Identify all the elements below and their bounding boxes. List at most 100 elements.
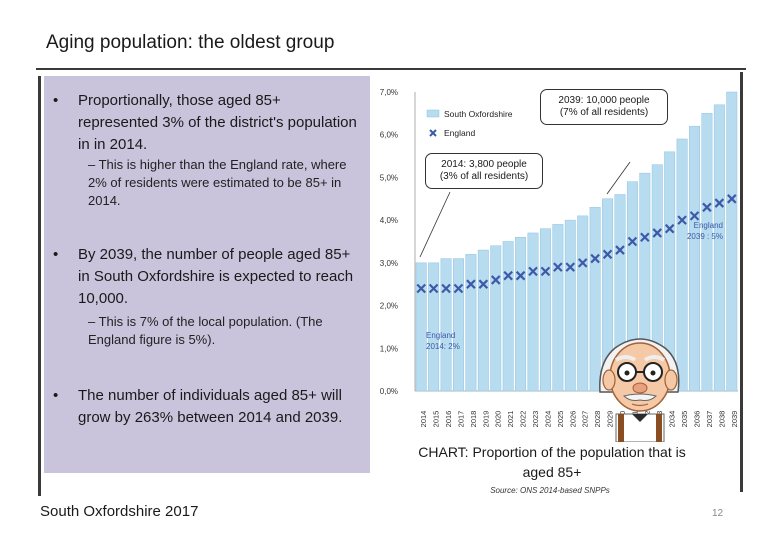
england-marker-2032: [640, 232, 650, 243]
bullet-2039-count: • By 2039, the number of people aged 85+…: [53, 244, 358, 310]
y-tick-label: 7,0%: [380, 88, 398, 97]
england-marker-2034: [664, 223, 675, 234]
callout-2014-line2: (3% of all residents): [439, 171, 529, 182]
bar-2026: [564, 219, 576, 392]
england-marker-2021: [503, 270, 513, 281]
x-tick-label: 2020: [494, 411, 503, 428]
bullet-text: The number of individuals aged 85+ will …: [78, 387, 343, 426]
chart-caption: CHART: Proportion of the population that…: [418, 444, 686, 480]
bar-2020: [490, 245, 502, 392]
x-tick-label: 2029: [606, 411, 615, 428]
england-marker-2018: [466, 279, 476, 289]
bullet-panel: [44, 76, 370, 473]
x-tick-label: 2017: [456, 411, 465, 428]
x-tick-label: 2039: [730, 411, 739, 428]
england-2014-value: 2014: 2%: [426, 342, 460, 351]
x-tick-label: 2038: [717, 411, 726, 428]
callout-2014-pointer: [419, 191, 451, 258]
bullet-dot: •: [53, 387, 59, 404]
title-divider: [36, 68, 746, 70]
bullet-growth: • The number of individuals aged 85+ wil…: [53, 385, 368, 429]
callout-2014-line1: 2014: 3,800 people: [441, 159, 527, 170]
england-marker-2029: [602, 249, 613, 260]
bar-2027: [577, 215, 589, 392]
x-tick-label: 2034: [668, 411, 677, 428]
x-tick-label: 2035: [680, 411, 689, 428]
bar-2018: [465, 254, 477, 392]
bar-2025: [552, 224, 564, 392]
england-marker-2027: [577, 258, 588, 268]
england-2039-label: England: [694, 221, 723, 230]
england-marker-2033: [652, 228, 663, 238]
x-tick-label: 2027: [581, 411, 590, 428]
england-marker-2037: [702, 202, 712, 213]
bar-2039: [726, 91, 738, 392]
bullet-text: By 2039, the number of people aged 85+ i…: [78, 246, 354, 307]
bar-2038: [713, 104, 725, 392]
england-marker-2022: [515, 270, 526, 281]
bar-2023: [527, 232, 539, 392]
left-divider: [38, 76, 41, 496]
x-tick-label: 2022: [519, 411, 528, 428]
bar-2024: [539, 228, 551, 392]
x-tick-label: 2037: [705, 411, 714, 428]
england-marker-2016: [441, 283, 451, 294]
england-marker-2038: [714, 198, 725, 208]
england-marker-2020: [490, 275, 501, 285]
england-marker-2030: [615, 245, 625, 255]
aged-85-chart: 0,0% 1,0% 2,0% 3,0% 4,0% 5,0% 6,0% 7,0% 2014 2015…: [380, 88, 739, 428]
subbullet-england-rate: – This is higher than the England rate, …: [88, 157, 347, 208]
england-marker-2039: [727, 194, 737, 204]
bullet-text: Proportionally, those aged 85+ represent…: [78, 92, 357, 153]
footer-label: South Oxfordshire 2017: [40, 503, 199, 520]
x-tick-label: 2021: [506, 411, 515, 428]
y-tick-label: 5,0%: [380, 173, 398, 182]
england-marker-2028: [590, 253, 600, 264]
page-title: Aging population: the oldest group: [46, 32, 335, 53]
x-tick-label: 2014: [419, 411, 428, 428]
legend-swatch-south-oxfordshire: [426, 109, 440, 118]
bar-2014: [415, 262, 427, 392]
x-tick-label: 2036: [693, 411, 702, 428]
callout-2039: 2039: 10,000 people (7% of all residents…: [540, 89, 668, 125]
england-marker-2036: [689, 211, 700, 221]
bar-2019: [477, 249, 489, 392]
bar-2021: [502, 241, 514, 392]
legend-label-south-oxfordshire: South Oxfordshire: [444, 109, 513, 119]
bar-2037: [701, 113, 713, 392]
england-marker-2024: [540, 266, 551, 277]
x-tick-label: 2016: [444, 411, 453, 428]
y-tick-label: 2,0%: [380, 302, 398, 311]
bullet-district-share: • Proportionally, those aged 85+ represe…: [53, 90, 358, 156]
england-marker-2019: [478, 279, 489, 289]
bar-2035: [676, 138, 688, 392]
x-tick-label: 2015: [432, 411, 441, 428]
chart-source: Source: ONS 2014-based SNPPs: [490, 486, 610, 495]
callout-2039-pointer: [606, 161, 631, 195]
page-number: 12: [712, 508, 724, 519]
x-tick-label: 2023: [531, 411, 540, 428]
bar-2036: [689, 125, 700, 392]
england-2039-value: 2039 : 5%: [687, 232, 723, 241]
england-marker-2015: [428, 283, 439, 294]
bar-2017: [453, 258, 464, 392]
bullet-dot: •: [53, 246, 59, 263]
legend-swatch-england: [429, 129, 437, 137]
x-tick-label: 2019: [481, 411, 490, 428]
x-tick-label: 2025: [556, 411, 565, 428]
callout-2014: 2014: 3,800 people (3% of all residents): [425, 153, 543, 189]
callout-2039-line1: 2039: 10,000 people: [558, 95, 650, 106]
x-tick-label: 2018: [469, 411, 478, 428]
england-marker-2031: [627, 236, 638, 247]
y-tick-label: 0,0%: [380, 387, 398, 396]
subbullet-local-share: – This is 7% of the local population. (T…: [88, 314, 323, 347]
callout-2039-line2: (7% of all residents): [559, 107, 649, 118]
england-marker-2035: [677, 215, 687, 225]
england-marker-2025: [553, 262, 563, 272]
x-tick-label: 2028: [593, 411, 602, 428]
bar-2028: [589, 207, 601, 392]
bar-2022: [515, 236, 527, 392]
y-tick-label: 6,0%: [380, 131, 398, 140]
england-marker-2014: [416, 283, 426, 294]
england-2014-label: England: [426, 331, 455, 340]
